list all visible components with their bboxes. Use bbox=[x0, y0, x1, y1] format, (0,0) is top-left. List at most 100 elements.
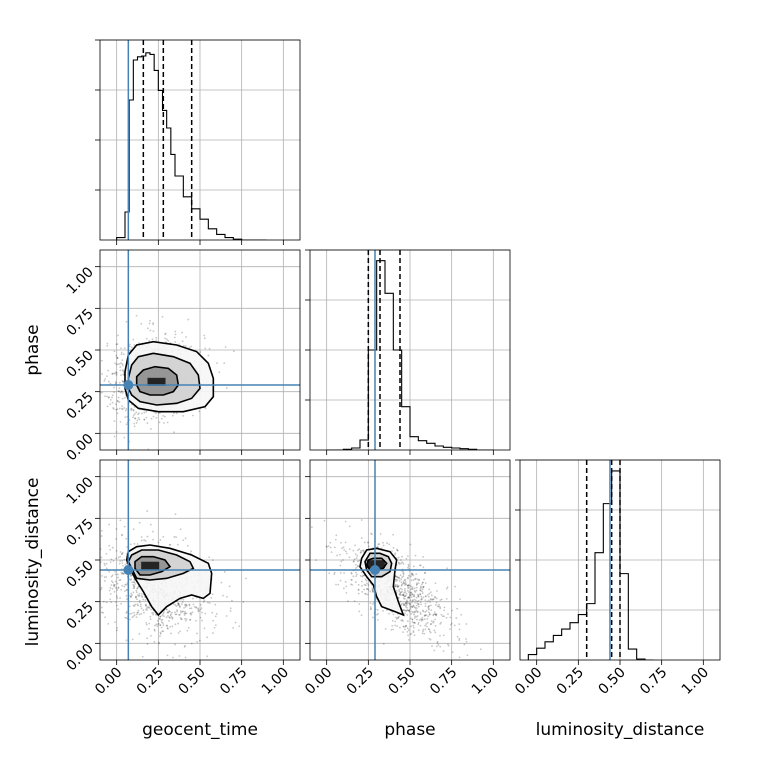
sample-point bbox=[140, 595, 143, 597]
sample-point bbox=[411, 621, 414, 623]
sample-point bbox=[225, 615, 228, 617]
sample-point bbox=[132, 591, 135, 594]
sample-point bbox=[132, 414, 135, 417]
sample-point bbox=[360, 551, 363, 554]
sample-point bbox=[422, 556, 424, 558]
sample-point bbox=[155, 614, 158, 616]
sample-point bbox=[415, 586, 418, 589]
sample-point bbox=[395, 575, 398, 578]
sample-point bbox=[405, 557, 408, 560]
sample-point bbox=[182, 610, 184, 613]
sample-point bbox=[384, 628, 387, 630]
sample-point bbox=[196, 632, 198, 635]
sample-point bbox=[118, 579, 121, 582]
sample-point bbox=[429, 638, 432, 641]
sample-point bbox=[182, 598, 185, 601]
sample-point bbox=[122, 380, 125, 383]
sample-point bbox=[106, 405, 109, 408]
sample-point bbox=[382, 642, 385, 645]
sample-point bbox=[152, 322, 155, 324]
sample-point bbox=[405, 624, 407, 627]
sample-point bbox=[398, 593, 401, 596]
sample-point bbox=[121, 562, 124, 564]
sample-point bbox=[135, 596, 137, 599]
sample-point bbox=[358, 610, 361, 613]
sample-point bbox=[353, 558, 356, 561]
sample-point bbox=[396, 548, 398, 551]
sample-point bbox=[151, 338, 154, 341]
sample-point bbox=[415, 596, 418, 599]
sample-point bbox=[399, 574, 402, 577]
sample-point bbox=[183, 606, 186, 609]
sample-point bbox=[189, 619, 192, 621]
y-tick-label: 0.25 bbox=[63, 389, 96, 422]
sample-point bbox=[414, 622, 416, 624]
sample-point bbox=[421, 598, 423, 601]
sample-point bbox=[407, 565, 410, 568]
sample-point bbox=[100, 359, 103, 362]
sample-point bbox=[208, 602, 211, 604]
sample-point bbox=[455, 617, 458, 619]
sample-point bbox=[417, 629, 420, 632]
sample-point bbox=[193, 605, 196, 608]
sample-point bbox=[125, 639, 128, 642]
sample-point bbox=[125, 612, 128, 614]
sample-point bbox=[226, 596, 228, 598]
sample-point bbox=[148, 622, 151, 625]
sample-point bbox=[396, 576, 399, 578]
sample-point bbox=[91, 602, 93, 604]
sample-point bbox=[405, 605, 407, 608]
sample-point bbox=[121, 363, 124, 365]
sample-point bbox=[417, 579, 420, 582]
sample-point bbox=[414, 617, 416, 619]
sample-point bbox=[242, 601, 245, 603]
sample-point bbox=[134, 417, 137, 420]
sample-point bbox=[339, 579, 342, 582]
sample-point bbox=[405, 624, 408, 627]
sample-point bbox=[113, 584, 115, 586]
sample-point bbox=[443, 615, 445, 618]
sample-point bbox=[409, 592, 412, 595]
sample-point bbox=[165, 624, 168, 627]
sample-point bbox=[115, 528, 118, 530]
sample-point bbox=[124, 616, 127, 619]
sample-point bbox=[330, 551, 333, 554]
x-tick-label: 0.50 bbox=[385, 665, 418, 698]
sample-point bbox=[339, 571, 342, 574]
sample-point bbox=[414, 610, 417, 613]
sample-point bbox=[407, 576, 409, 579]
sample-point bbox=[421, 583, 423, 586]
sample-point bbox=[112, 408, 115, 410]
sample-point bbox=[178, 604, 181, 607]
sample-point bbox=[339, 564, 342, 567]
y-tick-label: 0.00 bbox=[63, 431, 96, 464]
sample-point bbox=[395, 616, 397, 619]
sample-point bbox=[435, 601, 438, 604]
sample-point bbox=[179, 605, 181, 608]
sample-point bbox=[224, 346, 227, 348]
sample-point bbox=[111, 401, 114, 404]
sample-point bbox=[118, 387, 121, 390]
sample-point bbox=[435, 614, 438, 617]
sample-point bbox=[115, 538, 117, 540]
sample-point bbox=[158, 617, 161, 620]
sample-point bbox=[424, 599, 427, 602]
sample-point bbox=[185, 604, 188, 607]
sample-point bbox=[360, 537, 363, 539]
sample-point bbox=[445, 597, 448, 600]
sample-point bbox=[201, 619, 203, 622]
sample-point bbox=[325, 546, 328, 548]
sample-point bbox=[406, 599, 408, 602]
sample-point bbox=[166, 654, 169, 657]
sample-point bbox=[171, 625, 174, 628]
sample-point bbox=[190, 607, 193, 610]
sample-point bbox=[88, 589, 90, 591]
sample-point bbox=[377, 618, 379, 621]
sample-point bbox=[344, 520, 347, 523]
sample-point bbox=[409, 608, 412, 610]
sample-point bbox=[427, 606, 430, 608]
sample-point bbox=[391, 624, 394, 627]
x-tick-label: 0.75 bbox=[637, 665, 670, 698]
sample-point bbox=[410, 632, 413, 635]
x-axis-label: phase bbox=[384, 720, 435, 740]
